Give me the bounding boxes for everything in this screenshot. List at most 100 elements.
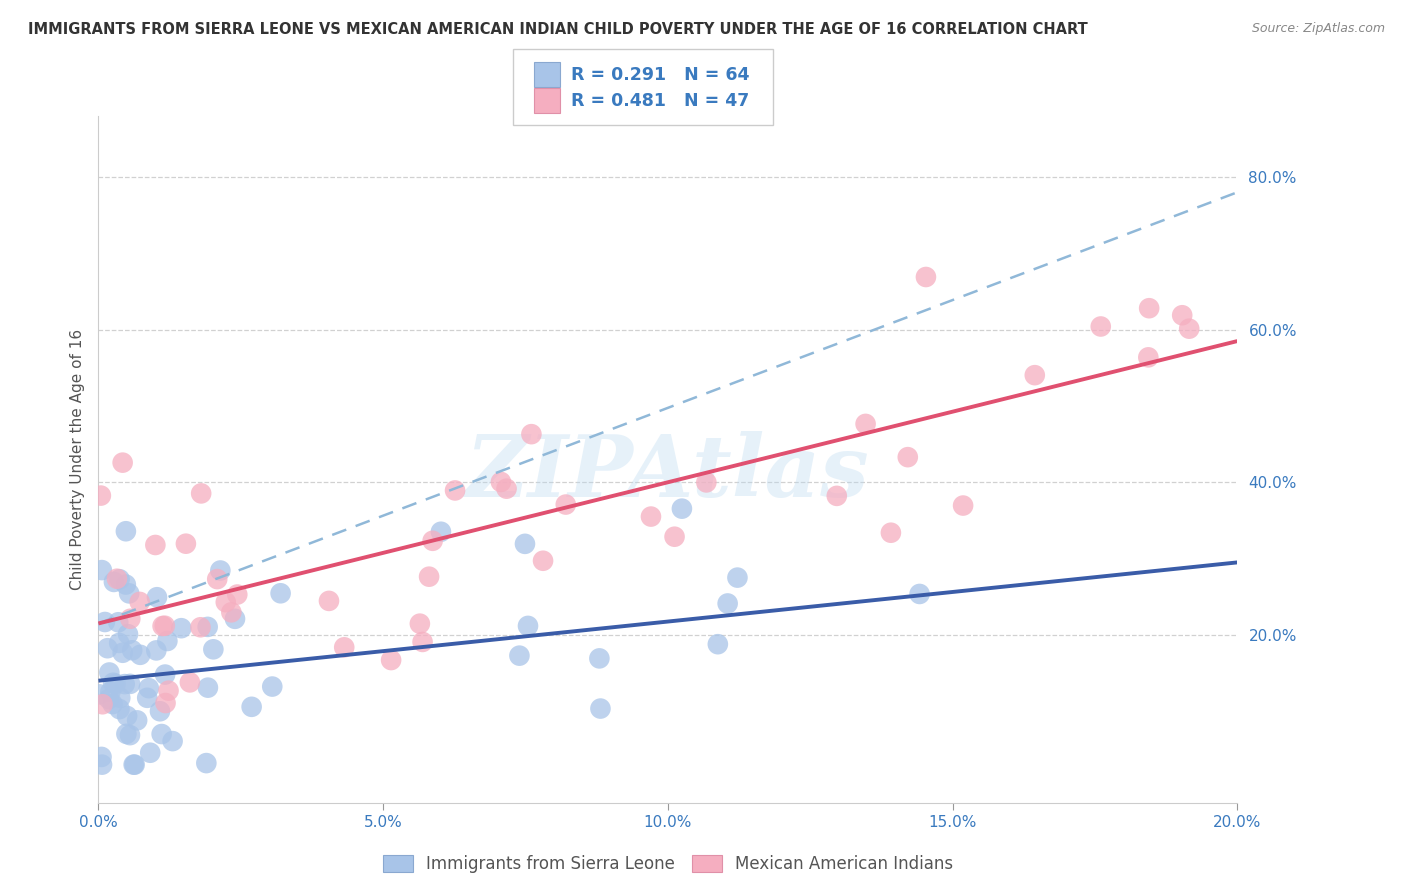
Point bbox=[118, 728, 141, 742]
Point bbox=[90, 489, 112, 503]
Text: R = 0.291   N = 64: R = 0.291 N = 64 bbox=[571, 66, 749, 84]
Point bbox=[430, 524, 453, 539]
Point bbox=[101, 697, 124, 711]
Point bbox=[127, 714, 149, 728]
Point bbox=[190, 486, 212, 500]
Point bbox=[531, 554, 554, 568]
Point bbox=[115, 709, 138, 723]
Point bbox=[120, 612, 142, 626]
Point bbox=[146, 591, 169, 605]
Point bbox=[104, 677, 127, 691]
Point bbox=[554, 498, 576, 512]
Point bbox=[98, 685, 121, 699]
Point bbox=[110, 690, 132, 705]
Point bbox=[118, 586, 141, 600]
Point bbox=[108, 702, 131, 716]
Point bbox=[90, 750, 112, 764]
Point bbox=[97, 692, 120, 706]
Point bbox=[444, 483, 467, 498]
Point bbox=[209, 564, 232, 578]
Point bbox=[114, 677, 136, 691]
Point bbox=[1171, 308, 1194, 322]
Point bbox=[825, 489, 848, 503]
Point bbox=[89, 687, 111, 701]
Point bbox=[120, 677, 142, 691]
Point bbox=[156, 634, 179, 648]
Point bbox=[588, 651, 610, 665]
Point bbox=[495, 482, 517, 496]
Point bbox=[855, 417, 877, 431]
Point bbox=[152, 619, 174, 633]
Point bbox=[640, 509, 662, 524]
Point bbox=[880, 525, 903, 540]
Point bbox=[224, 612, 246, 626]
Point bbox=[508, 648, 530, 663]
Point bbox=[107, 615, 129, 630]
Point bbox=[170, 621, 193, 635]
Point bbox=[91, 698, 114, 712]
Point bbox=[422, 533, 444, 548]
Point bbox=[197, 620, 219, 634]
Point bbox=[108, 636, 131, 650]
Point bbox=[179, 675, 201, 690]
Point bbox=[190, 620, 212, 634]
Text: Source: ZipAtlas.com: Source: ZipAtlas.com bbox=[1251, 22, 1385, 36]
Point bbox=[418, 570, 440, 584]
Point bbox=[240, 699, 263, 714]
Point bbox=[162, 734, 184, 748]
Point bbox=[128, 595, 150, 609]
Point bbox=[103, 574, 125, 589]
Point bbox=[149, 704, 172, 718]
Point bbox=[108, 572, 131, 586]
Point bbox=[153, 618, 176, 632]
Point bbox=[915, 270, 938, 285]
Point bbox=[117, 627, 139, 641]
Point bbox=[101, 675, 124, 690]
Point bbox=[717, 597, 740, 611]
Point bbox=[207, 572, 229, 586]
Text: ZIPAtlas: ZIPAtlas bbox=[465, 432, 870, 515]
Point bbox=[707, 637, 730, 651]
Point bbox=[129, 648, 152, 662]
Point bbox=[221, 605, 243, 619]
Point bbox=[725, 571, 748, 585]
Y-axis label: Child Poverty Under the Age of 16: Child Poverty Under the Age of 16 bbox=[69, 329, 84, 590]
Point bbox=[202, 642, 225, 657]
Point bbox=[695, 475, 717, 490]
Point bbox=[90, 563, 112, 577]
Point bbox=[589, 701, 612, 715]
Point bbox=[1090, 319, 1112, 334]
Point bbox=[952, 499, 974, 513]
Point bbox=[96, 641, 118, 656]
Point bbox=[517, 619, 540, 633]
Point bbox=[513, 537, 536, 551]
Point bbox=[155, 696, 177, 710]
Point bbox=[94, 615, 117, 629]
Point bbox=[153, 667, 176, 681]
Point bbox=[1137, 301, 1160, 316]
Point bbox=[333, 640, 356, 655]
Point bbox=[145, 643, 167, 657]
Point bbox=[270, 586, 292, 600]
Point bbox=[121, 643, 143, 657]
Point bbox=[897, 450, 920, 465]
Point bbox=[489, 475, 512, 489]
Point bbox=[150, 727, 173, 741]
Point bbox=[136, 690, 159, 705]
Point bbox=[262, 680, 284, 694]
Point bbox=[520, 427, 543, 442]
Point bbox=[111, 456, 134, 470]
Point bbox=[664, 530, 686, 544]
Point bbox=[1178, 321, 1201, 335]
Point bbox=[105, 572, 128, 586]
Point bbox=[1137, 351, 1160, 365]
Point bbox=[380, 653, 402, 667]
Point bbox=[226, 588, 249, 602]
Point bbox=[215, 595, 238, 609]
Point bbox=[138, 681, 160, 696]
Point bbox=[1024, 368, 1046, 383]
Point bbox=[174, 537, 197, 551]
Point bbox=[412, 635, 434, 649]
Point bbox=[124, 757, 146, 772]
Point bbox=[908, 587, 931, 601]
